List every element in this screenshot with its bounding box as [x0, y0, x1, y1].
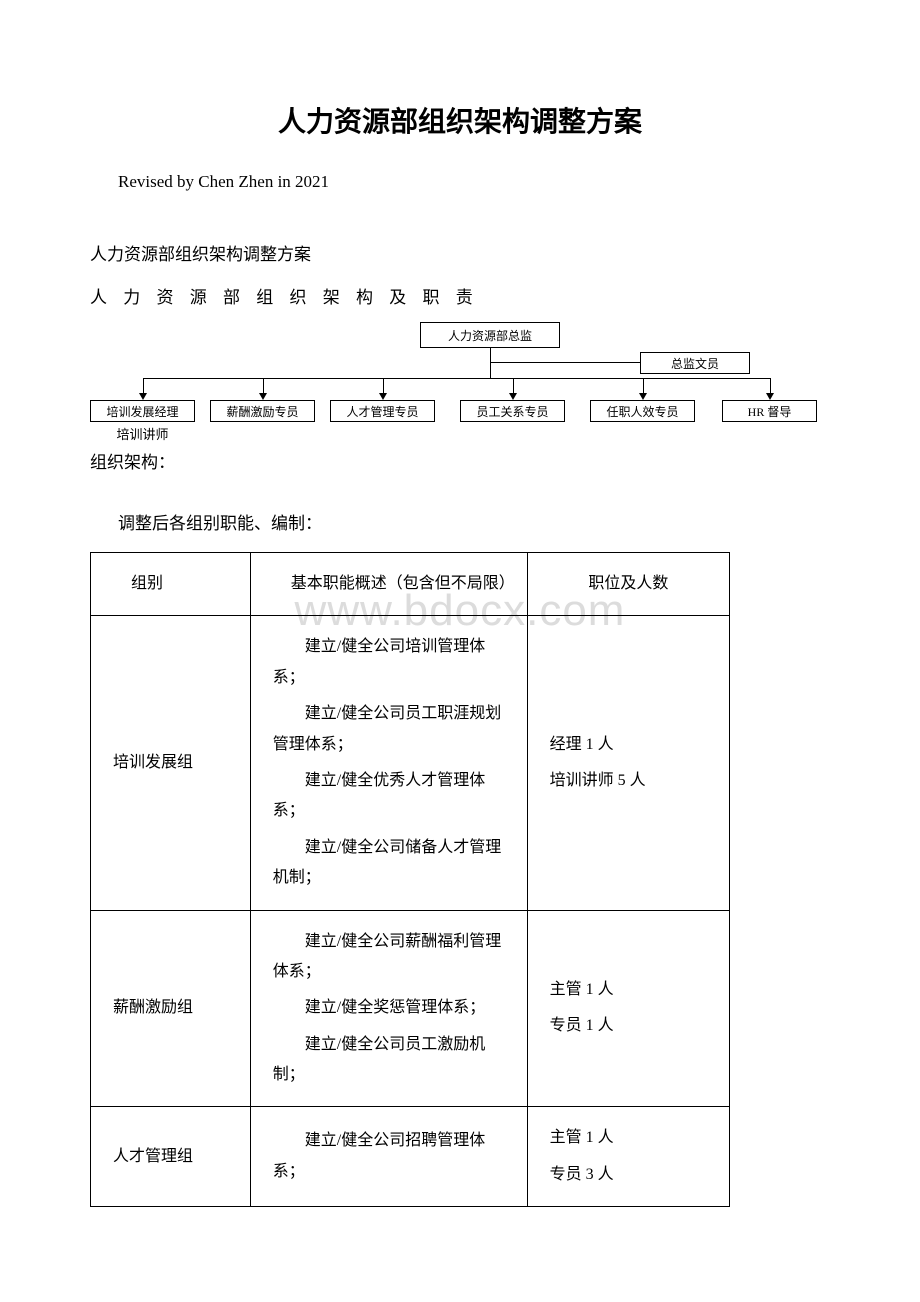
table-header-row: 组别 基本职能概述（包含但不局限） 职位及人数	[91, 553, 730, 616]
connector-line	[770, 378, 771, 393]
org-chart: 人力资源部总监总监文员培训发展经理培训讲师薪酬激励专员人才管理专员 员工关系专员 任…	[90, 322, 830, 442]
position-line: 培训讲师 5 人	[550, 766, 719, 796]
table-header-cell: 组别	[91, 553, 251, 616]
subtitle-1: 人力资源部组织架构调整方案	[90, 240, 830, 265]
functions-cell: 建立/健全公司薪酬福利管理体系； 建立/健全奖惩管理体系； 建立/健全公司员工激励机…	[250, 910, 527, 1107]
position-line: 专员 1 人	[550, 1011, 719, 1041]
arrow-down-icon	[139, 393, 147, 400]
org-child-sub: 培训讲师	[90, 424, 195, 443]
org-root: 人力资源部总监	[420, 322, 560, 348]
position-line: 主管 1 人	[550, 1123, 719, 1153]
positions-cell: 经理 1 人培训讲师 5 人	[527, 616, 729, 910]
connector-line	[383, 378, 384, 393]
group-cell: 薪酬激励组	[91, 910, 251, 1107]
connector-line	[490, 348, 491, 378]
arrow-down-icon	[379, 393, 387, 400]
function-line: 建立/健全公司员工激励机制；	[273, 1030, 517, 1091]
functions-cell: 建立/健全公司招聘管理体系；	[250, 1107, 527, 1207]
table-row: 薪酬激励组建立/健全公司薪酬福利管理体系；建立/健全奖惩管理体系；建立/健全公司…	[91, 910, 730, 1107]
group-cell: 人才管理组	[91, 1107, 251, 1207]
table-row: 培训发展组建立/健全公司培训管理体系；建立/健全公司员工职涯规划管理体系；建立/…	[91, 616, 730, 910]
org-child: HR 督导	[722, 400, 817, 422]
groups-table: 组别 基本职能概述（包含但不局限） 职位及人数 培训发展组建立/健全公司培训管理…	[90, 552, 730, 1207]
function-line: 建立/健全公司招聘管理体系；	[273, 1126, 517, 1187]
arrow-down-icon	[766, 393, 774, 400]
positions-cell: 主管 1 人专员 1 人	[527, 910, 729, 1107]
function-line: 建立/健全公司员工职涯规划管理体系；	[273, 699, 517, 760]
table-caption: 调整后各组别职能、编制：	[118, 509, 830, 534]
arrow-down-icon	[639, 393, 647, 400]
connector-line	[143, 378, 144, 393]
connector-line	[143, 378, 770, 379]
position-line: 经理 1 人	[550, 730, 719, 760]
org-child: 人才管理专员	[330, 400, 435, 422]
org-structure-label: 组织架构：	[90, 448, 830, 473]
org-child: 培训发展经理	[90, 400, 195, 422]
table-header-cell: 基本职能概述（包含但不局限）	[250, 553, 527, 616]
page-title: 人力资源部组织架构调整方案	[90, 100, 830, 140]
connector-line	[490, 362, 640, 363]
arrow-down-icon	[509, 393, 517, 400]
arrow-down-icon	[259, 393, 267, 400]
table-header-cell: 职位及人数	[527, 553, 729, 616]
subtitle-2: 人 力 资 源 部 组 织 架 构 及 职 责	[90, 283, 830, 308]
org-child: 薪酬激励专员	[210, 400, 315, 422]
position-line: 主管 1 人	[550, 975, 719, 1005]
positions-cell: 主管 1 人专员 3 人	[527, 1107, 729, 1207]
function-line: 建立/健全优秀人才管理体系；	[273, 766, 517, 827]
connector-line	[263, 378, 264, 393]
group-cell: 培训发展组	[91, 616, 251, 910]
functions-cell: 建立/健全公司培训管理体系；建立/健全公司员工职涯规划管理体系；建立/健全优秀人…	[250, 616, 527, 910]
org-assistant: 总监文员	[640, 352, 750, 374]
connector-line	[643, 378, 644, 393]
page-content: 人力资源部组织架构调整方案 Revised by Chen Zhen in 20…	[90, 100, 830, 1207]
table-row: 人才管理组建立/健全公司招聘管理体系；主管 1 人专员 3 人	[91, 1107, 730, 1207]
function-line: 建立/健全公司培训管理体系；	[273, 632, 517, 693]
function-line: 建立/健全公司储备人才管理机制；	[273, 833, 517, 894]
function-line: 建立/健全奖惩管理体系；	[273, 993, 517, 1023]
revised-line: Revised by Chen Zhen in 2021	[118, 172, 830, 192]
org-child: 员工关系专员	[460, 400, 565, 422]
org-child: 任职人效专员	[590, 400, 695, 422]
function-line: 建立/健全公司薪酬福利管理体系；	[273, 927, 517, 988]
connector-line	[513, 378, 514, 393]
position-line: 专员 3 人	[550, 1160, 719, 1190]
